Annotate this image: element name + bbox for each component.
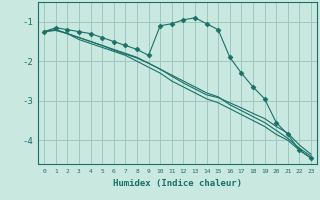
X-axis label: Humidex (Indice chaleur): Humidex (Indice chaleur) <box>113 179 242 188</box>
